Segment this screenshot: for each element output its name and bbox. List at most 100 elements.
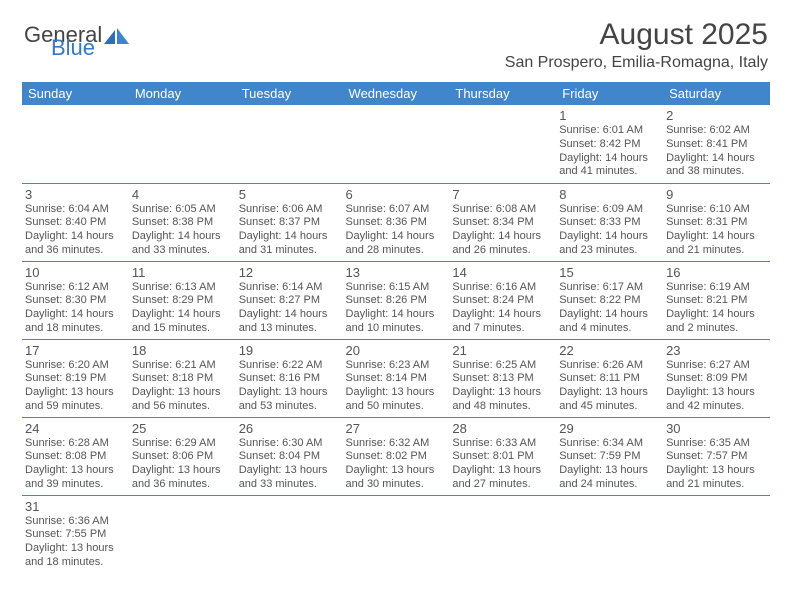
day-info: Sunrise: 6:27 AMSunset: 8:09 PMDaylight:… (666, 359, 767, 414)
day-info: Sunrise: 6:14 AMSunset: 8:27 PMDaylight:… (239, 281, 340, 336)
calendar-cell (343, 105, 450, 183)
daylight-line1: Daylight: 14 hours (452, 230, 553, 244)
day-info: Sunrise: 6:07 AMSunset: 8:36 PMDaylight:… (346, 203, 447, 258)
daylight-line2: and 42 minutes. (666, 400, 767, 414)
day-number: 18 (132, 343, 233, 358)
daylight-line1: Daylight: 14 hours (559, 230, 660, 244)
daylight-line2: and 33 minutes. (132, 244, 233, 258)
sunset: Sunset: 8:22 PM (559, 294, 660, 308)
day-number: 11 (132, 265, 233, 280)
day-info: Sunrise: 6:01 AMSunset: 8:42 PMDaylight:… (559, 124, 660, 179)
daylight-line2: and 15 minutes. (132, 322, 233, 336)
daylight-line2: and 56 minutes. (132, 400, 233, 414)
daylight-line1: Daylight: 13 hours (452, 386, 553, 400)
daylight-line2: and 24 minutes. (559, 478, 660, 492)
sunset: Sunset: 8:36 PM (346, 216, 447, 230)
sunset: Sunset: 8:31 PM (666, 216, 767, 230)
day-number: 6 (346, 187, 447, 202)
calendar-cell: 1Sunrise: 6:01 AMSunset: 8:42 PMDaylight… (556, 105, 663, 183)
col-friday: Friday (556, 82, 663, 105)
daylight-line2: and 21 minutes. (666, 244, 767, 258)
calendar-cell (663, 495, 770, 573)
daylight-line1: Daylight: 14 hours (666, 230, 767, 244)
col-sunday: Sunday (22, 82, 129, 105)
calendar-cell (129, 495, 236, 573)
daylight-line2: and 18 minutes. (25, 322, 126, 336)
day-info: Sunrise: 6:26 AMSunset: 8:11 PMDaylight:… (559, 359, 660, 414)
daylight-line1: Daylight: 13 hours (559, 386, 660, 400)
calendar-cell: 13Sunrise: 6:15 AMSunset: 8:26 PMDayligh… (343, 261, 450, 339)
daylight-line1: Daylight: 13 hours (666, 386, 767, 400)
calendar-row: 17Sunrise: 6:20 AMSunset: 8:19 PMDayligh… (22, 339, 770, 417)
day-info: Sunrise: 6:36 AMSunset: 7:55 PMDaylight:… (25, 515, 126, 570)
sunset: Sunset: 7:57 PM (666, 450, 767, 464)
daylight-line1: Daylight: 13 hours (452, 464, 553, 478)
daylight-line1: Daylight: 14 hours (666, 152, 767, 166)
daylight-line1: Daylight: 13 hours (25, 464, 126, 478)
sunrise: Sunrise: 6:22 AM (239, 359, 340, 373)
month-title: August 2025 (505, 18, 768, 52)
daylight-line1: Daylight: 14 hours (132, 308, 233, 322)
daylight-line2: and 39 minutes. (25, 478, 126, 492)
sunrise: Sunrise: 6:12 AM (25, 281, 126, 295)
day-info: Sunrise: 6:17 AMSunset: 8:22 PMDaylight:… (559, 281, 660, 336)
sunset: Sunset: 8:38 PM (132, 216, 233, 230)
daylight-line2: and 30 minutes. (346, 478, 447, 492)
calendar-cell: 26Sunrise: 6:30 AMSunset: 8:04 PMDayligh… (236, 417, 343, 495)
day-info: Sunrise: 6:23 AMSunset: 8:14 PMDaylight:… (346, 359, 447, 414)
calendar-cell: 16Sunrise: 6:19 AMSunset: 8:21 PMDayligh… (663, 261, 770, 339)
day-number: 26 (239, 421, 340, 436)
sunrise: Sunrise: 6:13 AM (132, 281, 233, 295)
day-info: Sunrise: 6:13 AMSunset: 8:29 PMDaylight:… (132, 281, 233, 336)
calendar-cell: 30Sunrise: 6:35 AMSunset: 7:57 PMDayligh… (663, 417, 770, 495)
calendar-row: 3Sunrise: 6:04 AMSunset: 8:40 PMDaylight… (22, 183, 770, 261)
sunset: Sunset: 8:30 PM (25, 294, 126, 308)
daylight-line1: Daylight: 14 hours (666, 308, 767, 322)
day-info: Sunrise: 6:19 AMSunset: 8:21 PMDaylight:… (666, 281, 767, 336)
sunset: Sunset: 8:34 PM (452, 216, 553, 230)
calendar-cell: 2Sunrise: 6:02 AMSunset: 8:41 PMDaylight… (663, 105, 770, 183)
sunset: Sunset: 8:08 PM (25, 450, 126, 464)
day-number: 23 (666, 343, 767, 358)
day-info: Sunrise: 6:30 AMSunset: 8:04 PMDaylight:… (239, 437, 340, 492)
weekday-header-row: Sunday Monday Tuesday Wednesday Thursday… (22, 82, 770, 105)
sunrise: Sunrise: 6:05 AM (132, 203, 233, 217)
calendar-cell: 10Sunrise: 6:12 AMSunset: 8:30 PMDayligh… (22, 261, 129, 339)
daylight-line1: Daylight: 14 hours (452, 308, 553, 322)
sunrise: Sunrise: 6:36 AM (25, 515, 126, 529)
sunset: Sunset: 7:59 PM (559, 450, 660, 464)
sunset: Sunset: 8:06 PM (132, 450, 233, 464)
calendar-cell: 3Sunrise: 6:04 AMSunset: 8:40 PMDaylight… (22, 183, 129, 261)
calendar-cell: 11Sunrise: 6:13 AMSunset: 8:29 PMDayligh… (129, 261, 236, 339)
daylight-line1: Daylight: 14 hours (559, 308, 660, 322)
sunrise: Sunrise: 6:28 AM (25, 437, 126, 451)
calendar-cell: 29Sunrise: 6:34 AMSunset: 7:59 PMDayligh… (556, 417, 663, 495)
calendar-cell: 12Sunrise: 6:14 AMSunset: 8:27 PMDayligh… (236, 261, 343, 339)
logo: General Blue (24, 26, 130, 57)
daylight-line1: Daylight: 13 hours (25, 542, 126, 556)
calendar-cell (236, 495, 343, 573)
calendar-table: Sunday Monday Tuesday Wednesday Thursday… (22, 82, 770, 573)
sunset: Sunset: 8:18 PM (132, 372, 233, 386)
sunset: Sunset: 8:16 PM (239, 372, 340, 386)
sunrise: Sunrise: 6:35 AM (666, 437, 767, 451)
calendar-cell: 22Sunrise: 6:26 AMSunset: 8:11 PMDayligh… (556, 339, 663, 417)
daylight-line1: Daylight: 14 hours (239, 308, 340, 322)
daylight-line2: and 41 minutes. (559, 165, 660, 179)
sunrise: Sunrise: 6:25 AM (452, 359, 553, 373)
calendar-cell: 17Sunrise: 6:20 AMSunset: 8:19 PMDayligh… (22, 339, 129, 417)
calendar-cell (556, 495, 663, 573)
day-info: Sunrise: 6:02 AMSunset: 8:41 PMDaylight:… (666, 124, 767, 179)
sunset: Sunset: 8:42 PM (559, 138, 660, 152)
calendar-cell: 6Sunrise: 6:07 AMSunset: 8:36 PMDaylight… (343, 183, 450, 261)
daylight-line1: Daylight: 14 hours (25, 230, 126, 244)
header: General Blue August 2025 San Prospero, E… (0, 0, 792, 78)
day-info: Sunrise: 6:33 AMSunset: 8:01 PMDaylight:… (452, 437, 553, 492)
daylight-line2: and 50 minutes. (346, 400, 447, 414)
calendar-cell: 18Sunrise: 6:21 AMSunset: 8:18 PMDayligh… (129, 339, 236, 417)
daylight-line1: Daylight: 13 hours (666, 464, 767, 478)
day-number: 9 (666, 187, 767, 202)
day-number: 24 (25, 421, 126, 436)
sunrise: Sunrise: 6:29 AM (132, 437, 233, 451)
sunset: Sunset: 8:33 PM (559, 216, 660, 230)
